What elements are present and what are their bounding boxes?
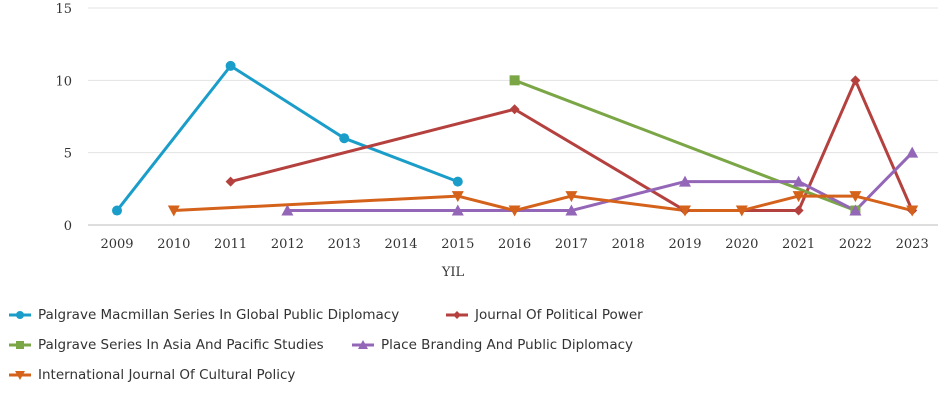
series-line [115,64,459,212]
legend-swatch [9,311,31,319]
legend-swatch [9,341,31,349]
data-point [112,205,122,216]
data-point [16,311,24,319]
legend-swatch [9,371,31,380]
y-tick-label: 15 [55,2,72,17]
data-point [679,175,691,187]
legend-swatch [352,340,374,349]
series-line [230,78,914,213]
data-point [509,75,520,86]
legend-item: Journal Of Political Power [445,307,643,323]
x-tick-label: 2023 [896,237,929,252]
data-point [358,340,368,349]
series-lines [115,64,914,213]
x-axis-ticks: 2009 2010 2011 2012 2013 2014 2015 2016 2017 2018… [100,237,928,252]
x-tick-label: 2016 [498,237,531,252]
y-axis-ticks: 0 5 10 15 [55,2,72,234]
x-tick-label: 2011 [214,237,247,252]
legend-label: Journal Of Political Power [475,307,643,323]
x-tick-label: 2022 [839,237,872,252]
data-point [906,146,919,158]
series-markers [112,60,919,217]
data-point [452,176,463,187]
legend-label: Place Branding And Public Diplomacy [381,337,634,353]
x-tick-label: 2013 [328,237,361,252]
data-point [850,75,861,86]
x-tick-label: 2021 [782,237,815,252]
x-tick-label: 2017 [555,237,588,252]
data-point [792,191,805,203]
data-point [16,341,24,349]
data-point [906,205,919,217]
legend-item: Place Branding And Public Diplomacy [351,337,633,353]
x-tick-label: 2010 [157,237,190,252]
data-point [849,191,862,203]
legend-swatch [446,311,468,319]
y-tick-label: 0 [64,219,72,234]
data-point [565,204,578,216]
data-point [225,60,236,71]
data-point [508,205,521,217]
x-axis-title: YIL [441,265,465,280]
x-tick-label: 2020 [725,237,758,252]
legend-item: Palgrave Series In Asia And Pacific Stud… [8,337,324,353]
x-tick-label: 2014 [384,237,417,252]
x-tick-label: 2009 [100,237,133,252]
x-tick-label: 2018 [612,237,645,252]
data-point [849,204,862,216]
data-point [339,133,350,144]
y-tick-label: 10 [55,74,72,89]
data-point [281,204,294,216]
series-line [514,78,856,212]
data-point [793,205,804,216]
legend-item: Palgrave Macmillan Series In Global Publ… [8,307,399,323]
data-point [167,205,180,217]
data-point [451,191,464,203]
y-tick-label: 5 [64,147,72,162]
data-point [15,371,25,380]
data-point [679,205,691,217]
data-point [509,104,520,115]
data-point [225,176,236,187]
data-point [792,175,805,187]
data-point [735,205,748,217]
x-tick-label: 2012 [271,237,304,252]
x-tick-label: 2019 [668,237,701,252]
legend-label: International Journal Of Cultural Policy [38,367,296,383]
legend-label: Palgrave Series In Asia And Pacific Stud… [38,337,324,353]
data-point [453,311,461,319]
x-tick-label: 2015 [441,237,474,252]
data-point [451,204,464,216]
legend-label: Palgrave Macmillan Series In Global Publ… [38,307,400,323]
data-point [565,191,578,203]
legend-item: International Journal Of Cultural Policy [8,367,295,383]
